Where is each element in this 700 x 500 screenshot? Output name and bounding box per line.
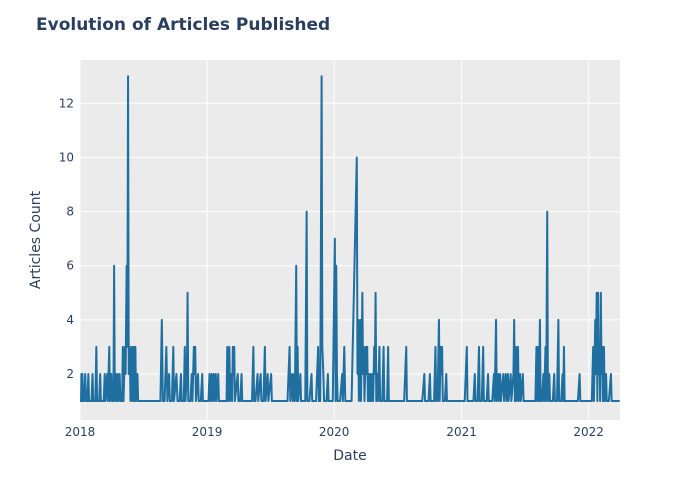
- y-tick-label: 4: [66, 313, 74, 327]
- x-tick-label: 2018: [65, 425, 96, 439]
- y-tick-label: 12: [59, 96, 74, 110]
- axis-ticks: 2 4 6 8 10 12 2018 2019 2020 2021 2022: [59, 96, 604, 439]
- y-axis-label: Articles Count: [28, 190, 44, 289]
- plot-area: [80, 60, 620, 420]
- chart-title: Evolution of Articles Published: [36, 15, 330, 35]
- y-tick-label: 6: [66, 259, 74, 273]
- x-tick-label: 2019: [192, 425, 223, 439]
- x-tick-label: 2022: [573, 425, 604, 439]
- x-axis-label: Date: [333, 448, 366, 464]
- grid-lines: [79, 60, 620, 420]
- y-tick-label: 10: [59, 150, 74, 164]
- x-tick-label: 2021: [446, 425, 477, 439]
- y-tick-label: 8: [66, 205, 74, 219]
- y-tick-label: 2: [66, 367, 74, 381]
- x-tick-label: 2020: [319, 425, 350, 439]
- series-line: [80, 75, 620, 403]
